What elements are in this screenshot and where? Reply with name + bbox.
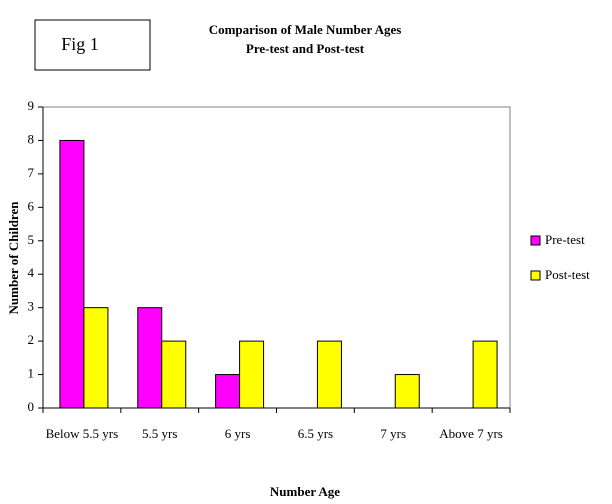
bar — [137, 307, 163, 409]
x-axis-label: Number Age — [270, 484, 340, 499]
legend-label: Pre-test — [545, 232, 585, 247]
bar — [472, 340, 498, 409]
y-tick-label: 8 — [28, 131, 35, 146]
legend-swatch — [530, 235, 541, 246]
y-tick-label: 3 — [28, 299, 35, 314]
y-tick-label: 9 — [28, 98, 35, 113]
x-tick-label: 6.5 yrs — [297, 426, 334, 441]
chart-title: Comparison of Male Number Ages — [209, 22, 402, 37]
bar — [239, 340, 265, 409]
y-tick-label: 6 — [28, 198, 35, 213]
bar — [215, 374, 241, 409]
legend-swatch — [530, 270, 541, 281]
bar — [83, 307, 109, 409]
x-tick-label: 6 yrs — [224, 426, 251, 441]
bar — [161, 340, 187, 409]
bar — [59, 139, 85, 409]
y-tick-label: 5 — [28, 232, 35, 247]
bar — [394, 374, 420, 409]
chart-subtitle: Pre-test and Post-test — [246, 41, 365, 56]
annotation: Fig 1 — [61, 34, 99, 54]
x-tick-label: Above 7 yrs — [439, 426, 503, 441]
legend-label: Post-test — [545, 267, 590, 282]
y-axis-label: Number of Children — [6, 201, 21, 315]
x-tick-label: Below 5.5 yrs — [45, 426, 119, 441]
plot-area — [42, 106, 511, 409]
annotation-box — [34, 19, 151, 71]
x-tick-label: 7 yrs — [380, 426, 407, 441]
y-tick-label: 4 — [28, 265, 35, 280]
x-tick-label: 5.5 yrs — [142, 426, 178, 441]
y-tick-label: 7 — [28, 165, 35, 180]
y-tick-label: 0 — [28, 399, 35, 414]
y-tick-label: 2 — [28, 332, 35, 347]
y-tick-label: 1 — [28, 366, 35, 381]
bar — [316, 340, 342, 409]
